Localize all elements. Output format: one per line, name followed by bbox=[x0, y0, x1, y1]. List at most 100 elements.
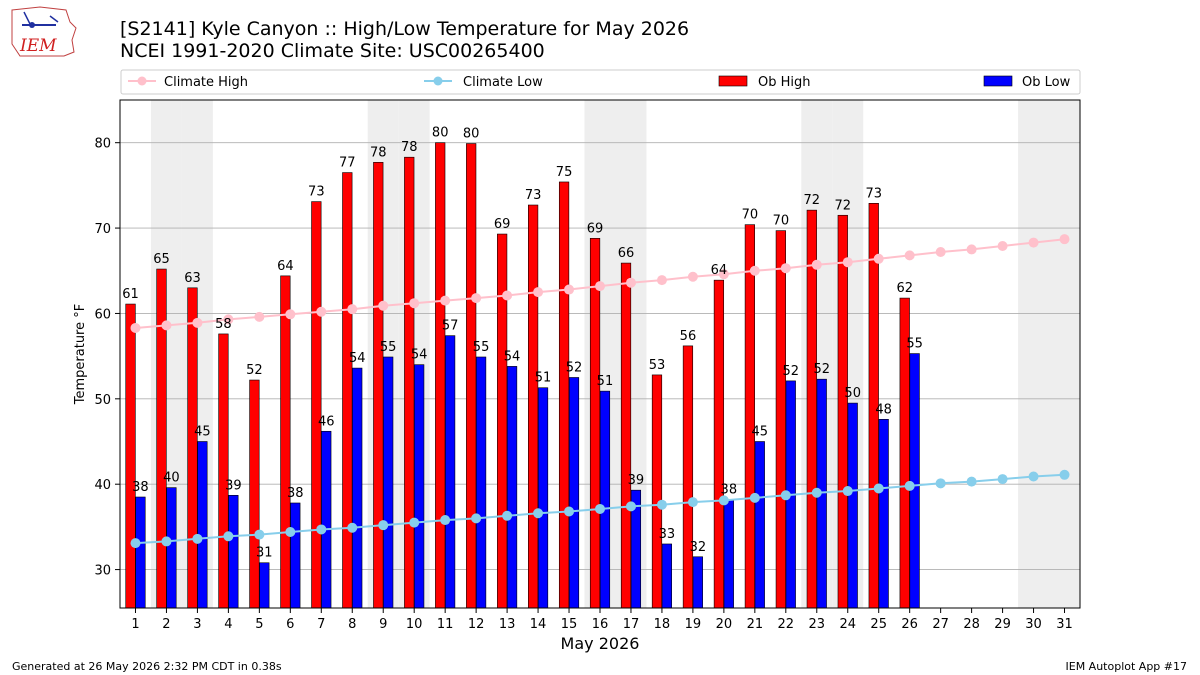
x-tick-label-30: 30 bbox=[1025, 617, 1042, 632]
climate-high-point-27 bbox=[935, 246, 946, 257]
climate-high-point-7 bbox=[316, 306, 327, 317]
climate-low-point-6 bbox=[285, 527, 296, 538]
ob-high-label-22: 70 bbox=[773, 214, 790, 229]
climate-high-point-30 bbox=[1028, 237, 1039, 248]
ob-high-label-15: 75 bbox=[556, 165, 573, 180]
climate-high-point-25 bbox=[873, 253, 884, 264]
ob-high-label-23: 72 bbox=[804, 193, 821, 208]
climate-low-point-29 bbox=[997, 474, 1008, 485]
ob-high-label-19: 56 bbox=[680, 329, 697, 344]
ob-low-label-20: 38 bbox=[721, 483, 738, 498]
chart-title: [S2141] Kyle Canyon :: High/Low Temperat… bbox=[120, 18, 689, 40]
ob-high-bar-17 bbox=[620, 262, 632, 609]
ob-high-label-2: 65 bbox=[153, 252, 170, 267]
ob-low-label-13: 54 bbox=[504, 349, 521, 364]
ob-high-label-13: 69 bbox=[494, 217, 511, 232]
ob-low-label-9: 55 bbox=[380, 340, 397, 355]
legend-ob-high-swatch bbox=[718, 75, 748, 87]
ob-low-label-4: 39 bbox=[225, 478, 242, 493]
climate-low-point-5 bbox=[254, 529, 265, 540]
legend-climate-high-marker bbox=[137, 76, 147, 86]
ob-high-label-9: 78 bbox=[370, 145, 387, 160]
ob-low-bar-26 bbox=[909, 353, 920, 609]
climate-low-point-21 bbox=[749, 492, 760, 503]
ob-high-bar-3 bbox=[187, 287, 198, 609]
ob-high-label-6: 64 bbox=[277, 259, 294, 274]
climate-low-point-14 bbox=[533, 508, 544, 519]
climate-low-point-19 bbox=[687, 497, 698, 508]
y-tick-label-30: 30 bbox=[94, 564, 111, 579]
ob-high-bar-21 bbox=[744, 224, 755, 609]
x-tick-label-11: 11 bbox=[437, 617, 454, 632]
climate-low-point-22 bbox=[780, 490, 791, 501]
ob-low-bar-15 bbox=[568, 377, 580, 609]
ob-low-bar-7 bbox=[321, 430, 332, 609]
bar-labels: 61 65 63 58 52 64 73 77 78 78 80 80 69 73 75 69 66 53 56 64… bbox=[122, 126, 923, 561]
climate-low-point-15 bbox=[564, 506, 575, 517]
legend-climate-low-label: Climate Low bbox=[463, 75, 543, 90]
ob-low-label-22: 52 bbox=[782, 364, 799, 379]
x-tick-label-6: 6 bbox=[286, 617, 294, 632]
ob-high-bar-15 bbox=[558, 181, 570, 609]
x-tick-label-27: 27 bbox=[932, 617, 949, 632]
x-tick-label-14: 14 bbox=[530, 617, 547, 632]
climate-high-point-10 bbox=[409, 298, 420, 309]
climate-high-point-11 bbox=[440, 295, 451, 306]
x-tick-label-23: 23 bbox=[809, 617, 826, 632]
ob-high-bar-11 bbox=[435, 142, 446, 609]
bars bbox=[125, 142, 920, 609]
x-tick-label-19: 19 bbox=[685, 617, 702, 632]
x-tick-label-17: 17 bbox=[623, 617, 640, 632]
ob-low-bar-10 bbox=[414, 364, 425, 609]
climate-high-point-15 bbox=[564, 284, 575, 295]
ob-low-label-24: 50 bbox=[844, 386, 861, 401]
ob-low-label-12: 55 bbox=[473, 340, 490, 355]
ob-low-bar-25 bbox=[878, 419, 889, 609]
climate-high-point-17 bbox=[625, 277, 636, 288]
climate-high-point-6 bbox=[285, 309, 296, 320]
climate-high-point-28 bbox=[966, 244, 977, 255]
ob-high-label-12: 80 bbox=[463, 127, 480, 142]
legend-ob-low-label: Ob Low bbox=[1022, 75, 1071, 90]
ob-high-label-10: 78 bbox=[401, 140, 418, 155]
y-axis-title: Temperature °F bbox=[73, 304, 88, 405]
y-tick-label-80: 80 bbox=[94, 137, 111, 152]
x-tick-label-16: 16 bbox=[592, 617, 609, 632]
ob-high-bar-22 bbox=[775, 230, 786, 609]
legend-ob-low: Ob Low bbox=[983, 75, 1071, 90]
ob-high-label-18: 53 bbox=[649, 358, 666, 373]
climate-low-point-24 bbox=[842, 486, 853, 497]
legend: Climate High Climate Low Ob High Ob Low bbox=[120, 69, 1081, 95]
climate-high-point-26 bbox=[904, 250, 915, 261]
y-tick-label-50: 50 bbox=[94, 393, 111, 408]
climate-low-point-25 bbox=[873, 483, 884, 494]
ob-low-bar-8 bbox=[352, 367, 363, 609]
x-tick-label-22: 22 bbox=[778, 617, 795, 632]
x-tick-label-3: 3 bbox=[193, 617, 201, 632]
climate-high-point-4 bbox=[223, 314, 234, 325]
ob-low-label-2: 40 bbox=[163, 471, 180, 486]
x-tick-label-9: 9 bbox=[379, 617, 387, 632]
weekend-band-31 bbox=[1049, 100, 1080, 608]
ob-low-bar-4 bbox=[228, 495, 239, 609]
ob-high-label-16: 69 bbox=[587, 221, 604, 236]
ob-high-label-7: 73 bbox=[308, 185, 325, 200]
climate-high-point-5 bbox=[254, 311, 265, 322]
x-tick-label-12: 12 bbox=[468, 617, 485, 632]
x-tick-label-4: 4 bbox=[224, 617, 232, 632]
legend-climate-high: Climate High bbox=[128, 75, 248, 90]
legend-ob-low-swatch bbox=[983, 75, 1013, 87]
climate-high-point-19 bbox=[687, 271, 698, 282]
climate-low-point-17 bbox=[625, 501, 636, 512]
ob-high-label-1: 61 bbox=[122, 287, 139, 302]
iem-logo: IEM bbox=[11, 6, 77, 57]
climate-low-point-27 bbox=[935, 478, 946, 489]
legend-climate-low-marker bbox=[433, 76, 443, 86]
weekend-band-30 bbox=[1018, 100, 1050, 608]
x-tick-label-15: 15 bbox=[561, 617, 578, 632]
chart-subtitle: NCEI 1991-2020 Climate Site: USC00265400 bbox=[120, 40, 545, 62]
climate-low-point-8 bbox=[347, 522, 358, 533]
ob-low-bar-11 bbox=[445, 335, 456, 609]
climate-high-point-31 bbox=[1059, 234, 1070, 245]
